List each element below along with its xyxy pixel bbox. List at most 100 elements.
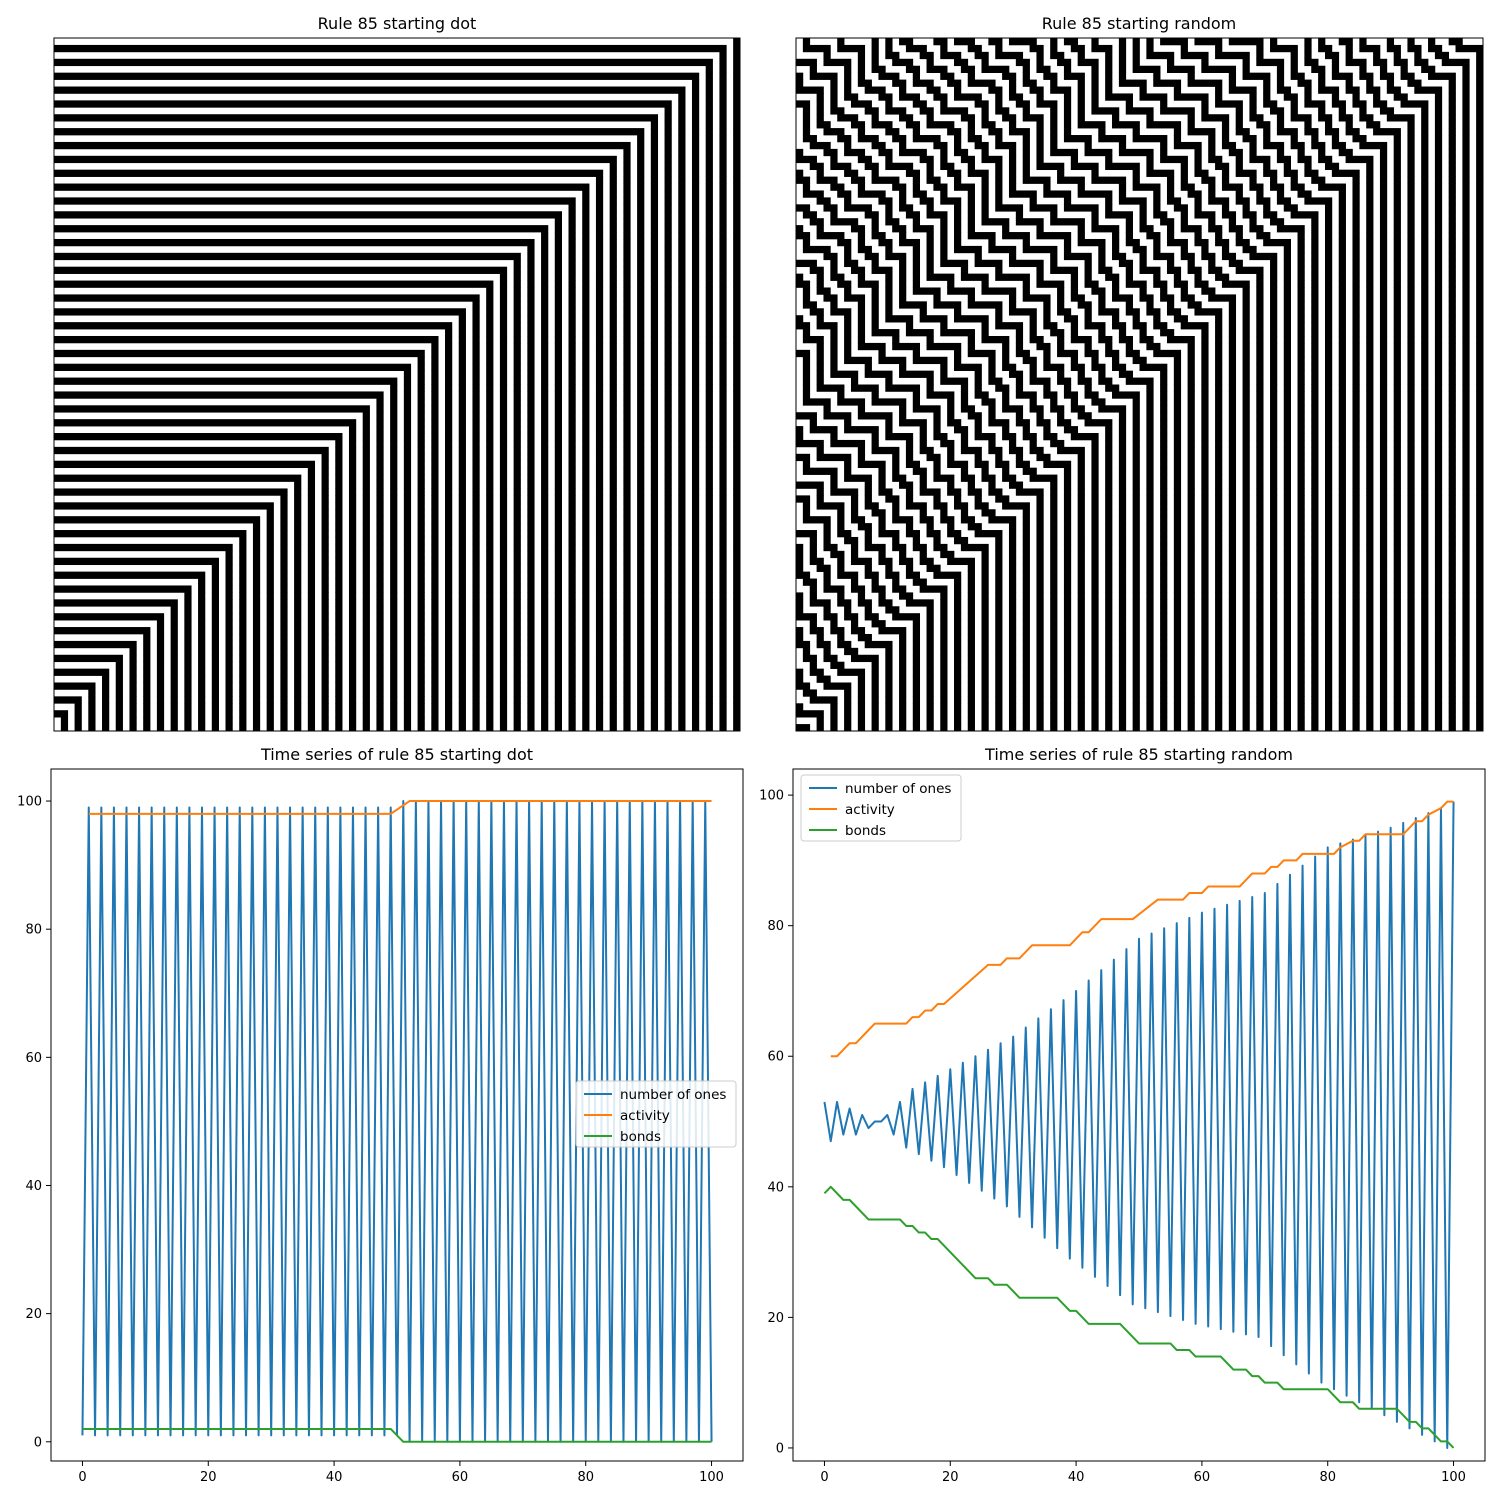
ca-cell-run xyxy=(1173,93,1209,101)
ca-cell-run xyxy=(1434,190,1443,198)
ca-cell-run xyxy=(719,613,727,621)
ca-cell-run xyxy=(1462,232,1470,240)
ca-cell-run xyxy=(1311,426,1319,434)
ca-cell-run xyxy=(431,481,439,489)
ca-cell-run xyxy=(431,523,439,531)
ca-cell-run xyxy=(1077,100,1085,108)
ca-cell-run xyxy=(1407,155,1415,164)
ca-cell-run xyxy=(905,453,914,462)
ca-cell-run xyxy=(691,502,700,510)
ca-cell-run xyxy=(1476,162,1484,171)
ca-cell-run xyxy=(1324,335,1333,344)
ca-cell-run xyxy=(1063,315,1079,323)
ca-cell-run xyxy=(266,571,274,579)
ca-cell-run xyxy=(1448,391,1456,399)
ca-cell-run xyxy=(527,294,535,302)
ca-cell-run xyxy=(143,668,151,676)
ca-cell-run xyxy=(1098,377,1113,385)
ca-cell-run xyxy=(1228,412,1237,420)
ca-cell-run xyxy=(719,349,727,358)
ca-cell-run xyxy=(568,363,576,371)
ca-cell-run xyxy=(1421,135,1429,143)
ca-cell-run xyxy=(705,481,713,489)
ca-cell-run xyxy=(554,536,562,545)
ca-cell-run xyxy=(1256,460,1264,469)
ca-cell-run xyxy=(802,245,831,254)
ca-cell-run xyxy=(1393,439,1401,448)
ca-cell-run xyxy=(335,640,343,649)
ca-cell-run xyxy=(307,474,316,482)
ca-cell-run xyxy=(637,453,645,462)
ca-cell-run xyxy=(472,322,480,330)
ca-cell-run xyxy=(472,502,480,510)
ca-cell-run xyxy=(1132,245,1147,254)
ca-cell-run xyxy=(1160,370,1168,378)
ca-cell-run xyxy=(1421,211,1429,219)
ca-cell-run xyxy=(1379,481,1388,489)
ca-cell-run xyxy=(1022,135,1030,143)
ca-cell-run xyxy=(1242,391,1250,399)
ca-cell-run xyxy=(1180,162,1188,171)
ca-cell-run xyxy=(582,252,590,261)
ca-cell-run xyxy=(1379,197,1388,205)
ca-cell-run xyxy=(239,571,247,579)
ca-cell-run xyxy=(513,460,521,469)
ca-cell-run xyxy=(912,405,941,413)
ca-cell-run xyxy=(664,564,672,572)
ca-cell-run xyxy=(857,238,866,247)
ca-cell-run xyxy=(225,640,233,649)
ca-cell-run xyxy=(458,599,466,607)
ca-cell-run xyxy=(719,322,727,330)
ca-cell-run xyxy=(554,419,562,427)
ca-cell-run xyxy=(513,640,521,649)
ca-cell-run xyxy=(926,162,934,171)
ca-cell-run xyxy=(1036,141,1044,150)
ca-cell-run xyxy=(1462,245,1470,254)
ca-cell-run xyxy=(1324,502,1333,510)
ca-cell-run xyxy=(705,162,713,171)
ca-cell-run xyxy=(1476,65,1484,73)
ca-cell-run xyxy=(623,176,631,184)
ca-cell-run xyxy=(988,377,1003,385)
ca-cell-run xyxy=(1421,474,1429,482)
ca-cell-run xyxy=(595,405,604,413)
ca-cell-run xyxy=(623,370,631,378)
ca-cell-run xyxy=(1228,225,1243,233)
ca-cell-run xyxy=(1070,433,1099,441)
ca-cell-run xyxy=(513,620,521,628)
ca-cell-run xyxy=(472,439,480,448)
ca-cell-run xyxy=(871,439,879,448)
ca-cell-run xyxy=(294,703,302,711)
ca-cell-run xyxy=(376,599,384,607)
ca-cell-run xyxy=(527,398,535,406)
ca-cell-run xyxy=(1338,197,1346,205)
ca-cell-run xyxy=(719,592,727,600)
ca-cell-run xyxy=(184,682,192,690)
ca-cell-run xyxy=(54,294,480,302)
ca-cell-run xyxy=(926,259,934,268)
ca-cell-run xyxy=(1448,176,1456,184)
ca-cell-run xyxy=(912,287,941,295)
ca-cell-run xyxy=(1036,100,1058,108)
ca-cell-run xyxy=(1118,460,1127,469)
ca-cell-run xyxy=(390,592,398,600)
ca-cell-run xyxy=(1304,51,1312,60)
ca-cell-run xyxy=(796,232,811,240)
ca-cell-run xyxy=(403,717,412,725)
ca-cell-run xyxy=(582,682,590,690)
ca-cell-run xyxy=(926,252,934,261)
ca-cell-run xyxy=(1180,225,1202,233)
ca-cell-run xyxy=(719,162,727,171)
ca-cell-run xyxy=(403,661,412,669)
ca-cell-run xyxy=(1393,488,1401,496)
ca-cell-run xyxy=(1173,439,1182,448)
ca-cell-run xyxy=(733,426,741,434)
ca-cell-run xyxy=(1215,370,1223,378)
ca-cell-run xyxy=(1476,446,1484,455)
ca-cell-run xyxy=(1366,488,1374,496)
ca-cell-run xyxy=(1311,349,1319,358)
ca-cell-run xyxy=(1008,301,1017,309)
ca-cell-run xyxy=(472,682,480,690)
ca-cell-run xyxy=(1139,335,1154,344)
ca-cell-run xyxy=(823,51,831,60)
